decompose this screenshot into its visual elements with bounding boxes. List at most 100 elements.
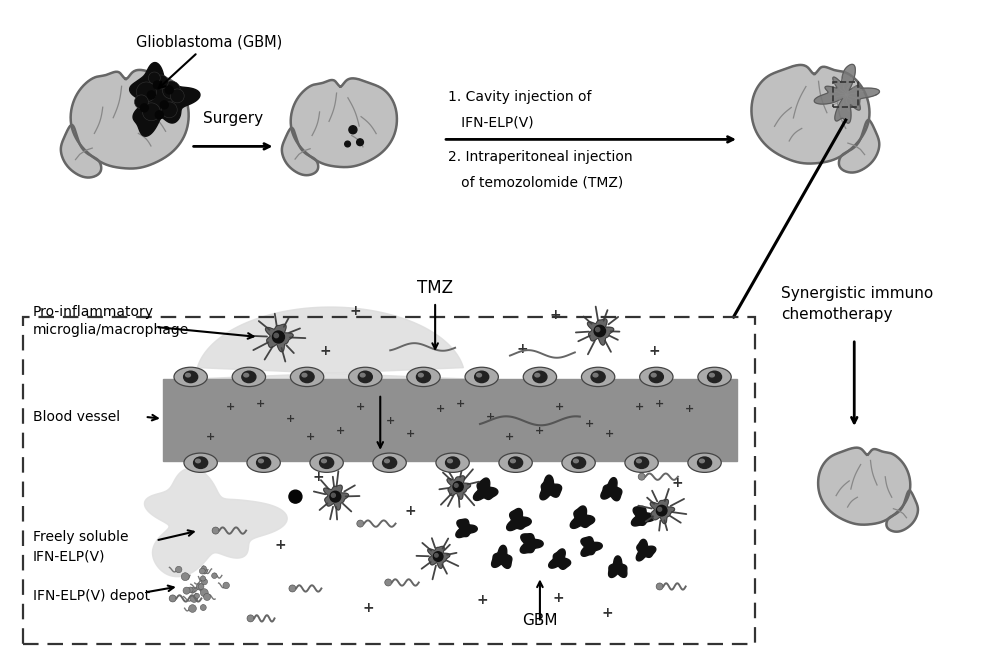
Circle shape [357, 520, 364, 527]
Ellipse shape [572, 457, 586, 469]
Text: +: + [655, 399, 664, 409]
Bar [163, 379, 737, 461]
Polygon shape [71, 70, 189, 169]
Ellipse shape [640, 367, 673, 387]
Circle shape [638, 473, 645, 480]
Circle shape [658, 507, 662, 511]
Text: Blood vessel: Blood vessel [33, 410, 120, 424]
Ellipse shape [407, 367, 440, 387]
Text: +: + [320, 344, 331, 358]
Text: +: + [649, 344, 660, 358]
Ellipse shape [708, 371, 722, 383]
Ellipse shape [637, 459, 641, 463]
Text: 2. Intraperitoneal injection: 2. Intraperitoneal injection [448, 150, 633, 164]
Ellipse shape [385, 459, 389, 463]
Circle shape [198, 584, 204, 589]
Circle shape [161, 102, 177, 118]
Ellipse shape [184, 371, 198, 383]
Text: IFN-ELP(V) depot: IFN-ELP(V) depot [33, 589, 150, 604]
Ellipse shape [436, 453, 469, 473]
Ellipse shape [373, 453, 406, 473]
Text: +: + [555, 402, 564, 412]
Polygon shape [631, 506, 655, 526]
Ellipse shape [625, 453, 658, 473]
Ellipse shape [581, 367, 615, 387]
Text: +: + [404, 503, 416, 517]
Ellipse shape [259, 459, 263, 463]
Ellipse shape [448, 459, 452, 463]
Circle shape [453, 482, 463, 492]
Text: +: + [226, 402, 235, 412]
Polygon shape [61, 125, 101, 177]
Polygon shape [587, 319, 614, 345]
Ellipse shape [511, 459, 515, 463]
Ellipse shape [562, 453, 595, 473]
Ellipse shape [194, 457, 208, 469]
Ellipse shape [465, 367, 498, 387]
Polygon shape [282, 128, 318, 175]
Circle shape [201, 579, 207, 585]
Polygon shape [144, 468, 287, 577]
Ellipse shape [635, 457, 649, 469]
Polygon shape [428, 546, 450, 568]
Ellipse shape [700, 459, 704, 463]
Circle shape [147, 91, 155, 99]
Text: TMZ: TMZ [417, 279, 453, 297]
Text: +: + [336, 426, 345, 436]
Ellipse shape [186, 374, 190, 377]
Text: +: + [672, 476, 683, 490]
Text: +: + [362, 602, 374, 616]
Text: +: + [256, 399, 265, 409]
Circle shape [201, 566, 206, 571]
Ellipse shape [509, 457, 523, 469]
Ellipse shape [533, 371, 547, 383]
Polygon shape [520, 534, 543, 553]
Text: +: + [685, 404, 694, 414]
Text: +: + [406, 429, 415, 439]
Ellipse shape [174, 367, 207, 387]
Polygon shape [601, 478, 622, 501]
Polygon shape [291, 78, 397, 167]
Circle shape [454, 484, 458, 487]
Circle shape [223, 582, 229, 588]
Circle shape [594, 326, 605, 337]
Circle shape [385, 579, 392, 586]
Text: +: + [356, 402, 365, 412]
Ellipse shape [358, 371, 372, 383]
Polygon shape [266, 324, 293, 352]
Ellipse shape [523, 367, 557, 387]
Polygon shape [456, 519, 477, 538]
Text: +: + [505, 432, 515, 442]
Polygon shape [492, 546, 512, 568]
Text: +: + [206, 432, 215, 442]
Circle shape [196, 584, 203, 590]
Polygon shape [650, 500, 675, 524]
Ellipse shape [184, 453, 217, 473]
Ellipse shape [535, 374, 540, 377]
Polygon shape [473, 478, 498, 500]
Circle shape [357, 139, 363, 146]
Ellipse shape [232, 367, 266, 387]
Ellipse shape [499, 453, 532, 473]
Text: +: + [585, 419, 594, 429]
Circle shape [200, 576, 206, 581]
Text: +: + [535, 426, 545, 436]
Text: IFN-ELP(V): IFN-ELP(V) [448, 115, 534, 129]
Polygon shape [636, 539, 656, 561]
Text: +: + [605, 429, 614, 439]
Text: +: + [485, 412, 495, 422]
Text: +: + [386, 416, 395, 426]
Ellipse shape [244, 374, 249, 377]
Text: +: + [306, 432, 315, 442]
Text: Surgery: Surgery [203, 111, 263, 127]
Ellipse shape [651, 374, 656, 377]
Circle shape [199, 568, 205, 574]
Circle shape [153, 81, 161, 89]
Polygon shape [549, 549, 571, 569]
Ellipse shape [709, 374, 714, 377]
Circle shape [212, 573, 217, 579]
Ellipse shape [310, 453, 343, 473]
Circle shape [170, 89, 184, 103]
Polygon shape [581, 537, 602, 556]
Circle shape [289, 585, 296, 592]
